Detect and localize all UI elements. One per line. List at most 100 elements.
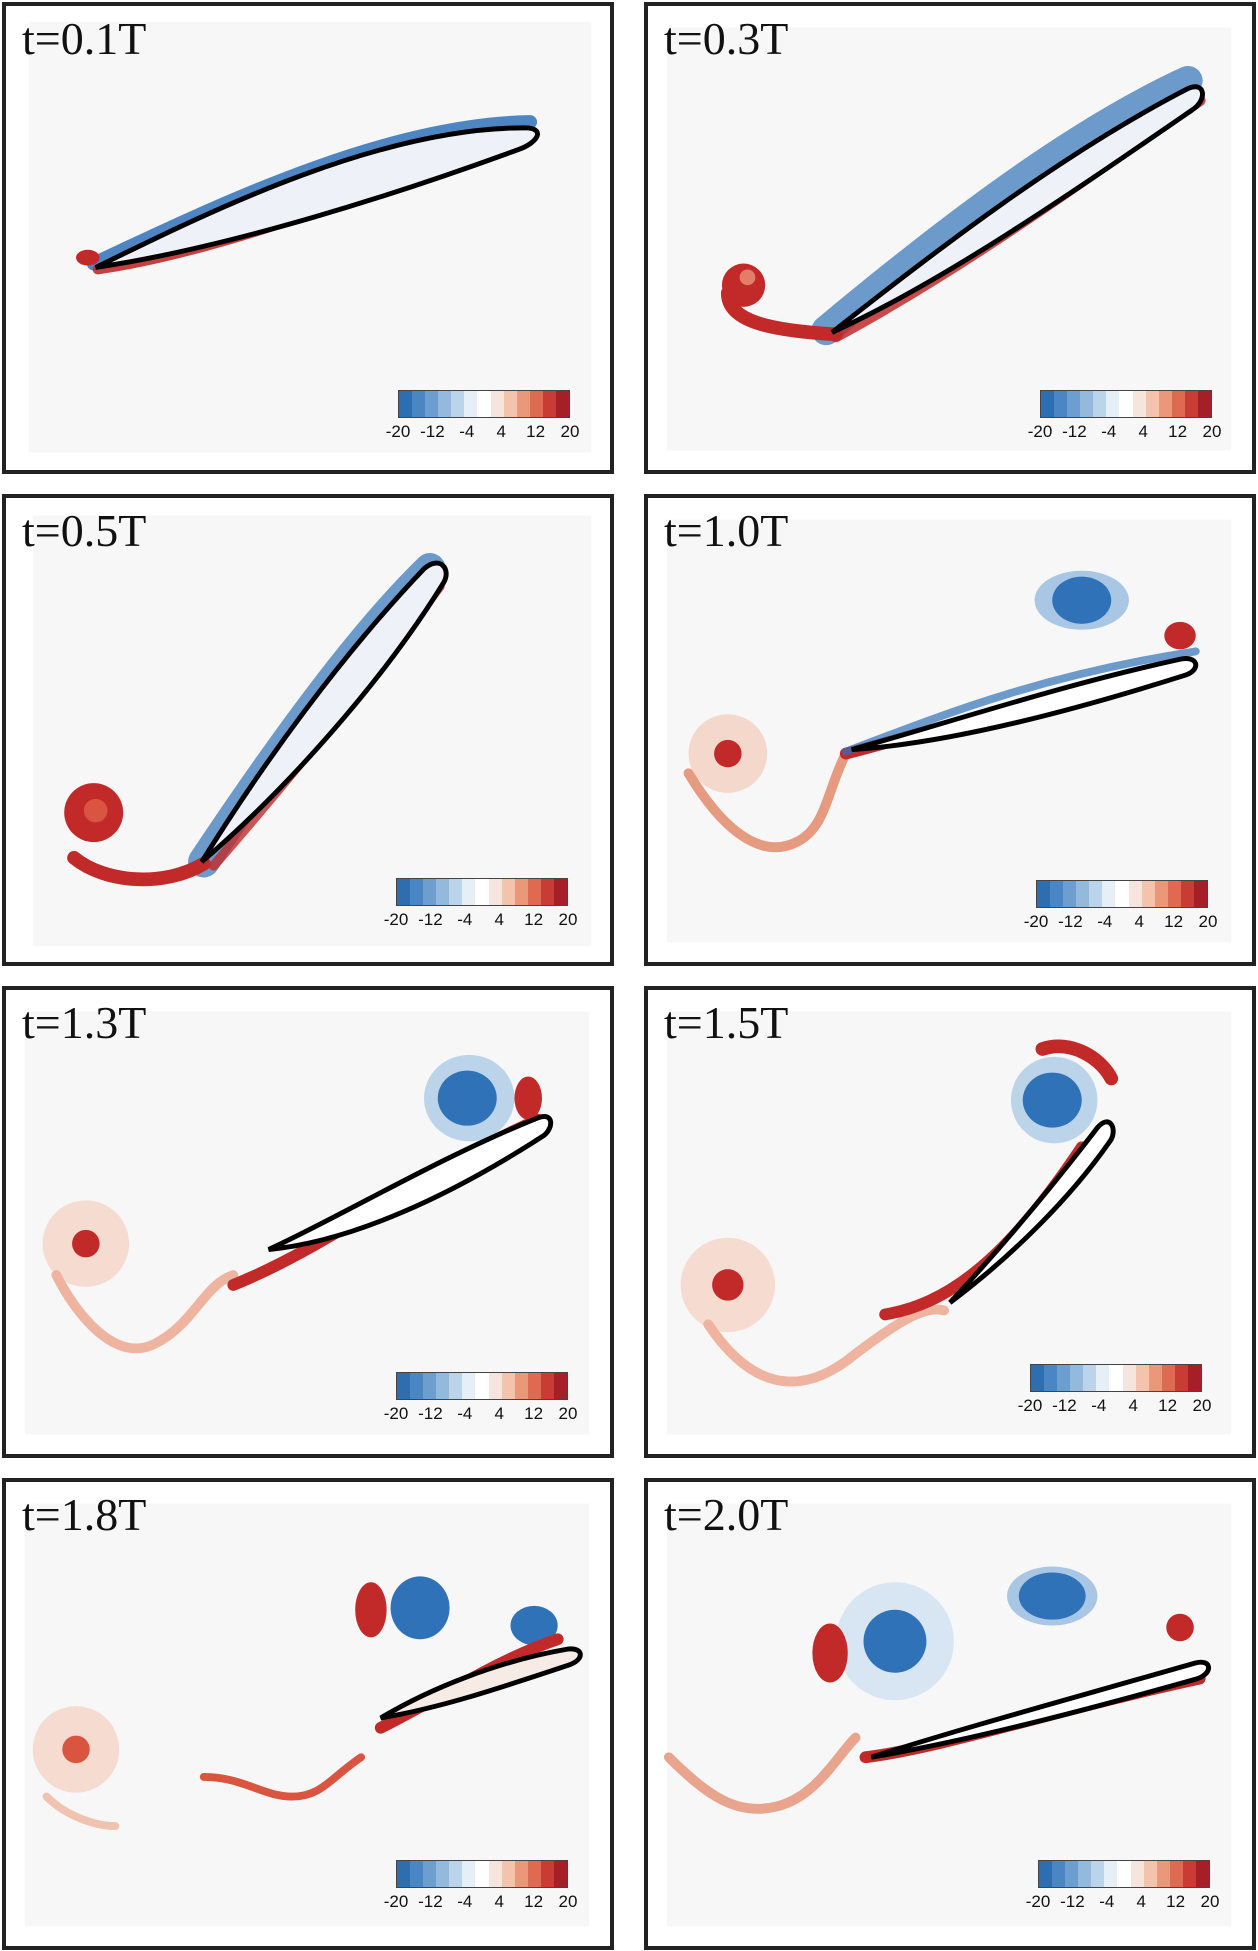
colorbar-swatch: [514, 1861, 528, 1887]
colorbar-swatch: [514, 1373, 528, 1399]
colorbar-tick-label: -12: [1060, 1892, 1085, 1911]
colorbar-tick-label: -4: [457, 910, 473, 929]
colorbar-swatch: [436, 1373, 450, 1399]
colorbar-swatch: [1054, 391, 1068, 417]
colorbar-tick-label: -20: [1025, 1892, 1051, 1911]
colorbar: -20 -12 -4 4 12 20: [384, 1372, 577, 1423]
colorbar-ticks: -20 -12 -4 4 12 20: [384, 1404, 578, 1423]
vorticity-field-t-0-3: [666, 27, 1232, 451]
colorbar-swatch: [477, 391, 491, 417]
colorbar-swatch: [488, 879, 502, 905]
colorbar-swatch: [423, 879, 437, 905]
colorbar-swatches: [1036, 880, 1208, 908]
colorbar-swatch: [410, 1861, 424, 1887]
colorbar-swatch: [1154, 881, 1168, 907]
colorbar-swatch: [1130, 1861, 1144, 1887]
colorbar-swatch: [1050, 881, 1064, 907]
colorbar-swatch: [1148, 1365, 1162, 1391]
colorbar-swatches: [396, 878, 568, 906]
colorbar-tick-label: 4: [1134, 912, 1144, 931]
colorbar: -20 -12 -4 4 12 20: [1024, 880, 1217, 931]
colorbar-swatches: [396, 1860, 568, 1888]
colorbar-swatch: [540, 1373, 554, 1399]
colorbar-swatch: [397, 1373, 411, 1399]
colorbar-tick-label: -12: [1058, 912, 1083, 931]
colorbar-tick-label: 20: [1198, 912, 1218, 931]
panel-t-0-5: t=0.5T -20 -12 -4 4 12 20: [2, 494, 614, 966]
colorbar-swatch: [527, 1861, 541, 1887]
colorbar-swatch: [503, 391, 517, 417]
colorbar-tick-label: 4: [494, 1892, 504, 1911]
colorbar-swatch: [410, 1373, 424, 1399]
colorbar-tick-label: 20: [1200, 1892, 1220, 1911]
colorbar-tick-label: 20: [558, 910, 578, 929]
colorbar-swatch: [488, 1861, 502, 1887]
colorbar-swatch: [490, 391, 504, 417]
colorbar-swatch: [412, 391, 426, 417]
colorbar-tick-label: 20: [1192, 1396, 1212, 1415]
colorbar-tick-label: 20: [560, 422, 580, 441]
colorbar-tick-label: -4: [459, 422, 475, 441]
colorbar-tick-label: -4: [1101, 422, 1117, 441]
colorbar-swatch: [1102, 881, 1116, 907]
colorbar-swatch: [1193, 881, 1208, 907]
colorbar-swatch: [1104, 1861, 1118, 1887]
colorbar-swatch: [1063, 881, 1077, 907]
colorbar-ticks: -20 -12 -4 4 12 20: [384, 910, 578, 929]
colorbar-tick-label: -12: [420, 422, 445, 441]
colorbar-tick-label: 12: [1164, 912, 1184, 931]
colorbar-tick-label: 12: [524, 910, 544, 929]
colorbar-swatch: [1076, 881, 1090, 907]
vorticity-field-t-1-8: [24, 1503, 590, 1927]
colorbar-swatch: [514, 879, 528, 905]
colorbar-swatch: [501, 1373, 515, 1399]
colorbar-swatches: [1038, 1860, 1210, 1888]
colorbar-swatch: [423, 1373, 437, 1399]
colorbar-tick-label: 4: [496, 422, 506, 441]
panel-label: t=1.5T: [664, 997, 789, 1048]
colorbar-swatch: [1197, 391, 1212, 417]
colorbar: -20 -12 -4 4 12 20: [384, 878, 577, 929]
colorbar-swatch: [553, 879, 568, 905]
colorbar-swatch: [410, 879, 424, 905]
colorbar: -20 -12 -4 4 12 20: [1028, 390, 1221, 441]
colorbar-swatch: [555, 391, 570, 417]
colorbar-swatch: [464, 391, 478, 417]
colorbar-swatch: [436, 879, 450, 905]
colorbar-swatch: [1115, 881, 1129, 907]
colorbar-tick-label: 12: [1166, 1892, 1186, 1911]
colorbar-tick-label: -12: [1062, 422, 1087, 441]
colorbar-tick-label: 4: [494, 910, 504, 929]
colorbar-ticks: -20 -12 -4 4 12 20: [384, 1892, 578, 1911]
colorbar-swatch: [1169, 1861, 1183, 1887]
colorbar-ticks: -20 -12 -4 4 12 20: [1026, 1892, 1220, 1911]
colorbar-swatch: [1171, 391, 1185, 417]
colorbar-tick-label: 20: [1202, 422, 1222, 441]
colorbar-tick-label: -12: [1052, 1396, 1077, 1415]
colorbar-swatch: [1141, 881, 1155, 907]
colorbar-swatch: [1145, 391, 1159, 417]
colorbar-swatch: [1070, 1365, 1084, 1391]
colorbar-tick-label: 4: [1138, 422, 1148, 441]
colorbar-swatch: [553, 1373, 568, 1399]
colorbar-swatch: [553, 1861, 568, 1887]
panel-t-2-0: t=2.0T -20 -12 -4 4 12 20: [644, 1478, 1256, 1950]
colorbar-swatch: [1132, 391, 1146, 417]
colorbar-ticks: -20 -12 -4 4 12 20: [1024, 912, 1218, 931]
colorbar-swatch: [1117, 1861, 1131, 1887]
colorbar-tick-label: -4: [1099, 1892, 1115, 1911]
colorbar-swatches: [396, 1372, 568, 1400]
colorbar-swatch: [475, 1373, 489, 1399]
panel-label: t=0.1T: [22, 13, 147, 64]
colorbar-swatches: [1030, 1364, 1202, 1392]
colorbar-swatch: [1143, 1861, 1157, 1887]
colorbar-swatch: [540, 879, 554, 905]
vorticity-field-t-0-5: [32, 515, 592, 947]
panel-label: t=0.3T: [664, 13, 789, 64]
colorbar-tick-label: 12: [1168, 422, 1188, 441]
colorbar-swatch: [1041, 391, 1055, 417]
colorbar-swatch: [1128, 881, 1142, 907]
colorbar-ticks: -20 -12 -4 4 12 20: [1028, 422, 1222, 441]
colorbar-tick-label: 12: [524, 1404, 544, 1423]
panel-label: t=1.8T: [22, 1489, 147, 1540]
